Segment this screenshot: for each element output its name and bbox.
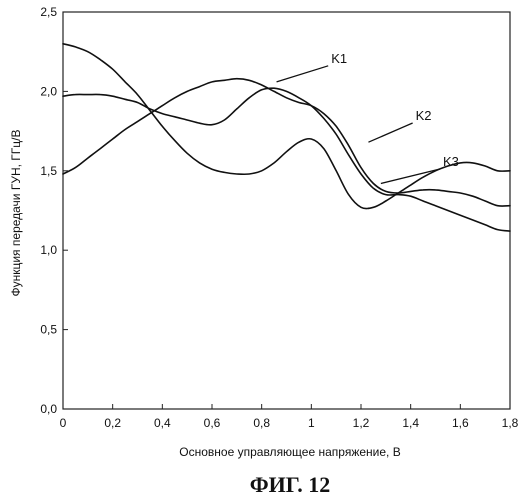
x-tick-label: 0,2	[104, 416, 121, 430]
x-axis-label: Основное управляющее напряжение, В	[179, 445, 400, 459]
x-tick-label: 1,8	[502, 416, 519, 430]
annotation-leader-line	[368, 123, 412, 142]
plot-area-border	[63, 12, 510, 409]
figure-caption: ФИГ. 12	[250, 472, 331, 497]
x-tick-label: 0,4	[154, 416, 171, 430]
series-label-k1: K1	[331, 51, 347, 66]
annotation-leader-line	[277, 66, 329, 82]
y-tick-label: 0,0	[40, 402, 57, 416]
y-tick-label: 1,0	[40, 243, 57, 257]
series-label-k3: K3	[443, 154, 459, 169]
x-tick-label: 1,4	[402, 416, 419, 430]
y-axis: 0,0 0,5 1,0 1,5 2,0 2,5	[40, 5, 68, 416]
annotation-leader-line	[381, 169, 440, 183]
plot-frame	[63, 12, 510, 409]
y-tick-label: 1,5	[40, 164, 57, 178]
y-tick-label: 2,5	[40, 5, 57, 19]
x-tick-label: 1,6	[452, 416, 469, 430]
x-tick-label: 0,8	[253, 416, 270, 430]
series-line-k1	[63, 79, 510, 206]
x-tick-label: 0,6	[204, 416, 221, 430]
y-tick-label: 2,0	[40, 84, 57, 98]
y-tick-label: 0,5	[40, 323, 57, 337]
y-axis-label: Функция передачи ГУН, ГГц/В	[9, 129, 23, 296]
x-tick-label: 1	[308, 416, 315, 430]
series-label-k2: K2	[416, 108, 432, 123]
x-tick-label: 0	[60, 416, 67, 430]
x-axis: 0 0,2 0,4 0,6 0,8 1 1,2 1,4 1,6 1,8	[60, 404, 519, 430]
annotation-layer: K1 K2 K3	[277, 51, 459, 184]
series-layer	[63, 44, 510, 231]
x-tick-label: 1,2	[353, 416, 370, 430]
